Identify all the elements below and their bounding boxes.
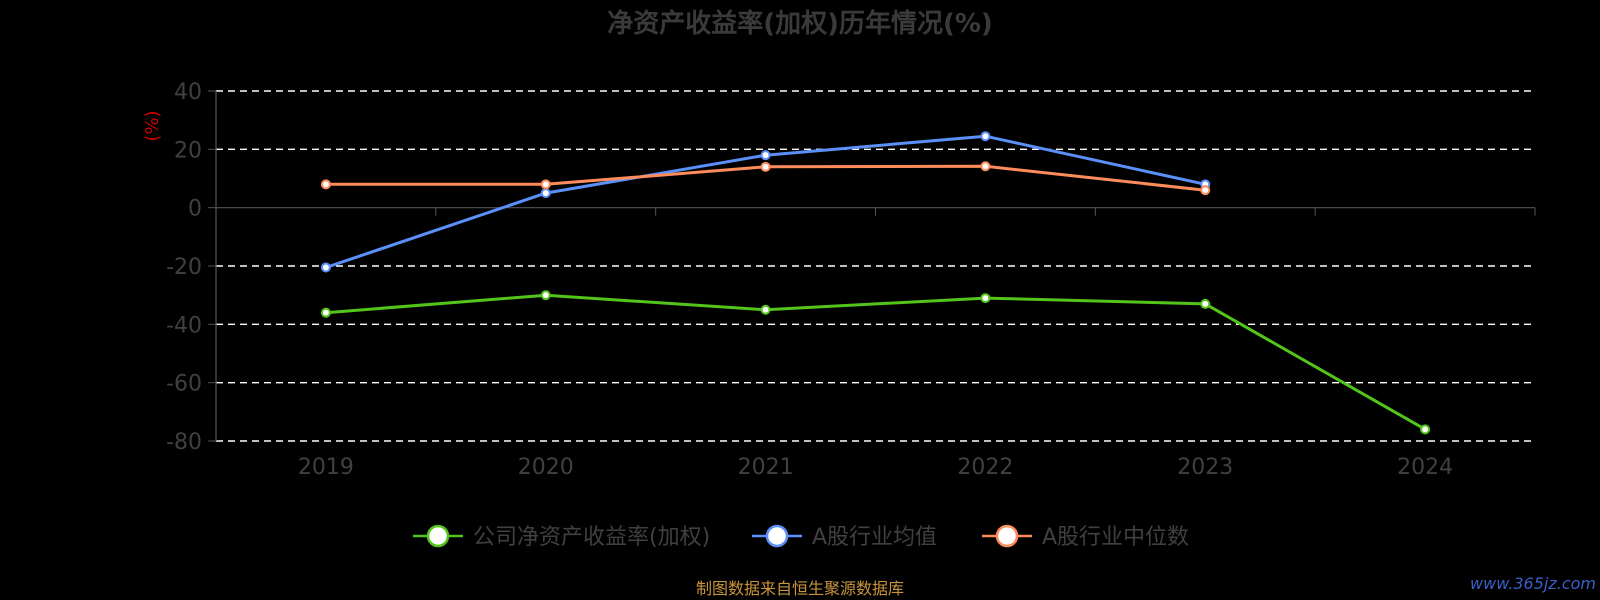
legend-item-0[interactable]: 公司净资产收益率(加权) [413,524,710,550]
data-point-2[interactable] [320,179,331,190]
data-point-0[interactable] [1420,424,1431,435]
chart-title: 净资产收益率(加权)历年情况(%) [607,8,993,39]
legend[interactable]: 公司净资产收益率(加权) A股行业均值 A股行业中位数 [413,524,1189,550]
legend-label: A股行业中位数 [1042,525,1189,550]
y-tick-label: 0 [188,197,202,222]
legend-item-1[interactable]: A股行业均值 [752,524,937,550]
y-tick-labels: 40 20 0 -20 -40 -60 -80 [166,80,202,455]
data-point-1[interactable] [320,262,331,273]
data-point-2[interactable] [980,161,991,172]
data-point-1[interactable] [540,188,551,199]
y-tick-label: -80 [166,430,202,455]
data-point-0[interactable] [540,290,551,301]
series-line-0 [325,293,1426,431]
x-tick-label: 2024 [1397,455,1453,480]
legend-marker-icon [995,524,1019,548]
legend-marker-icon [765,524,789,548]
data-point-0[interactable] [1200,298,1211,309]
data-point-0[interactable] [760,304,771,315]
series-layer [320,131,1431,435]
y-tick-label: 20 [174,138,202,163]
data-point-0[interactable] [320,307,331,318]
x-tick-labels: 2019 2020 2021 2022 2023 2024 [298,455,1453,480]
legend-item-2[interactable]: A股行业中位数 [982,524,1189,550]
data-point-2[interactable] [540,179,551,190]
data-source-note: 制图数据来自恒生聚源数据库 [696,579,904,598]
data-point-2[interactable] [1200,185,1211,196]
watermark: www.365jz.com [1470,574,1596,593]
x-tick-label: 2022 [957,455,1013,480]
y-tick-label: -20 [166,255,202,280]
data-point-0[interactable] [980,293,991,304]
y-tick-label: -60 [166,372,202,397]
x-tick-label: 2019 [298,455,354,480]
legend-label: A股行业均值 [812,525,937,550]
legend-label: 公司净资产收益率(加权) [473,525,710,550]
data-point-2[interactable] [760,161,771,172]
grid-lines [216,90,1535,442]
y-tick-label: 40 [174,80,202,105]
x-tick-label: 2021 [738,455,794,480]
x-tick-label: 2020 [518,455,574,480]
data-point-1[interactable] [760,150,771,161]
legend-marker-icon [426,524,450,548]
axes [208,90,1536,442]
data-point-1[interactable] [980,131,991,142]
x-tick-label: 2023 [1177,455,1233,480]
y-tick-label: -40 [166,313,202,338]
y-axis-label: (%) [142,110,163,141]
